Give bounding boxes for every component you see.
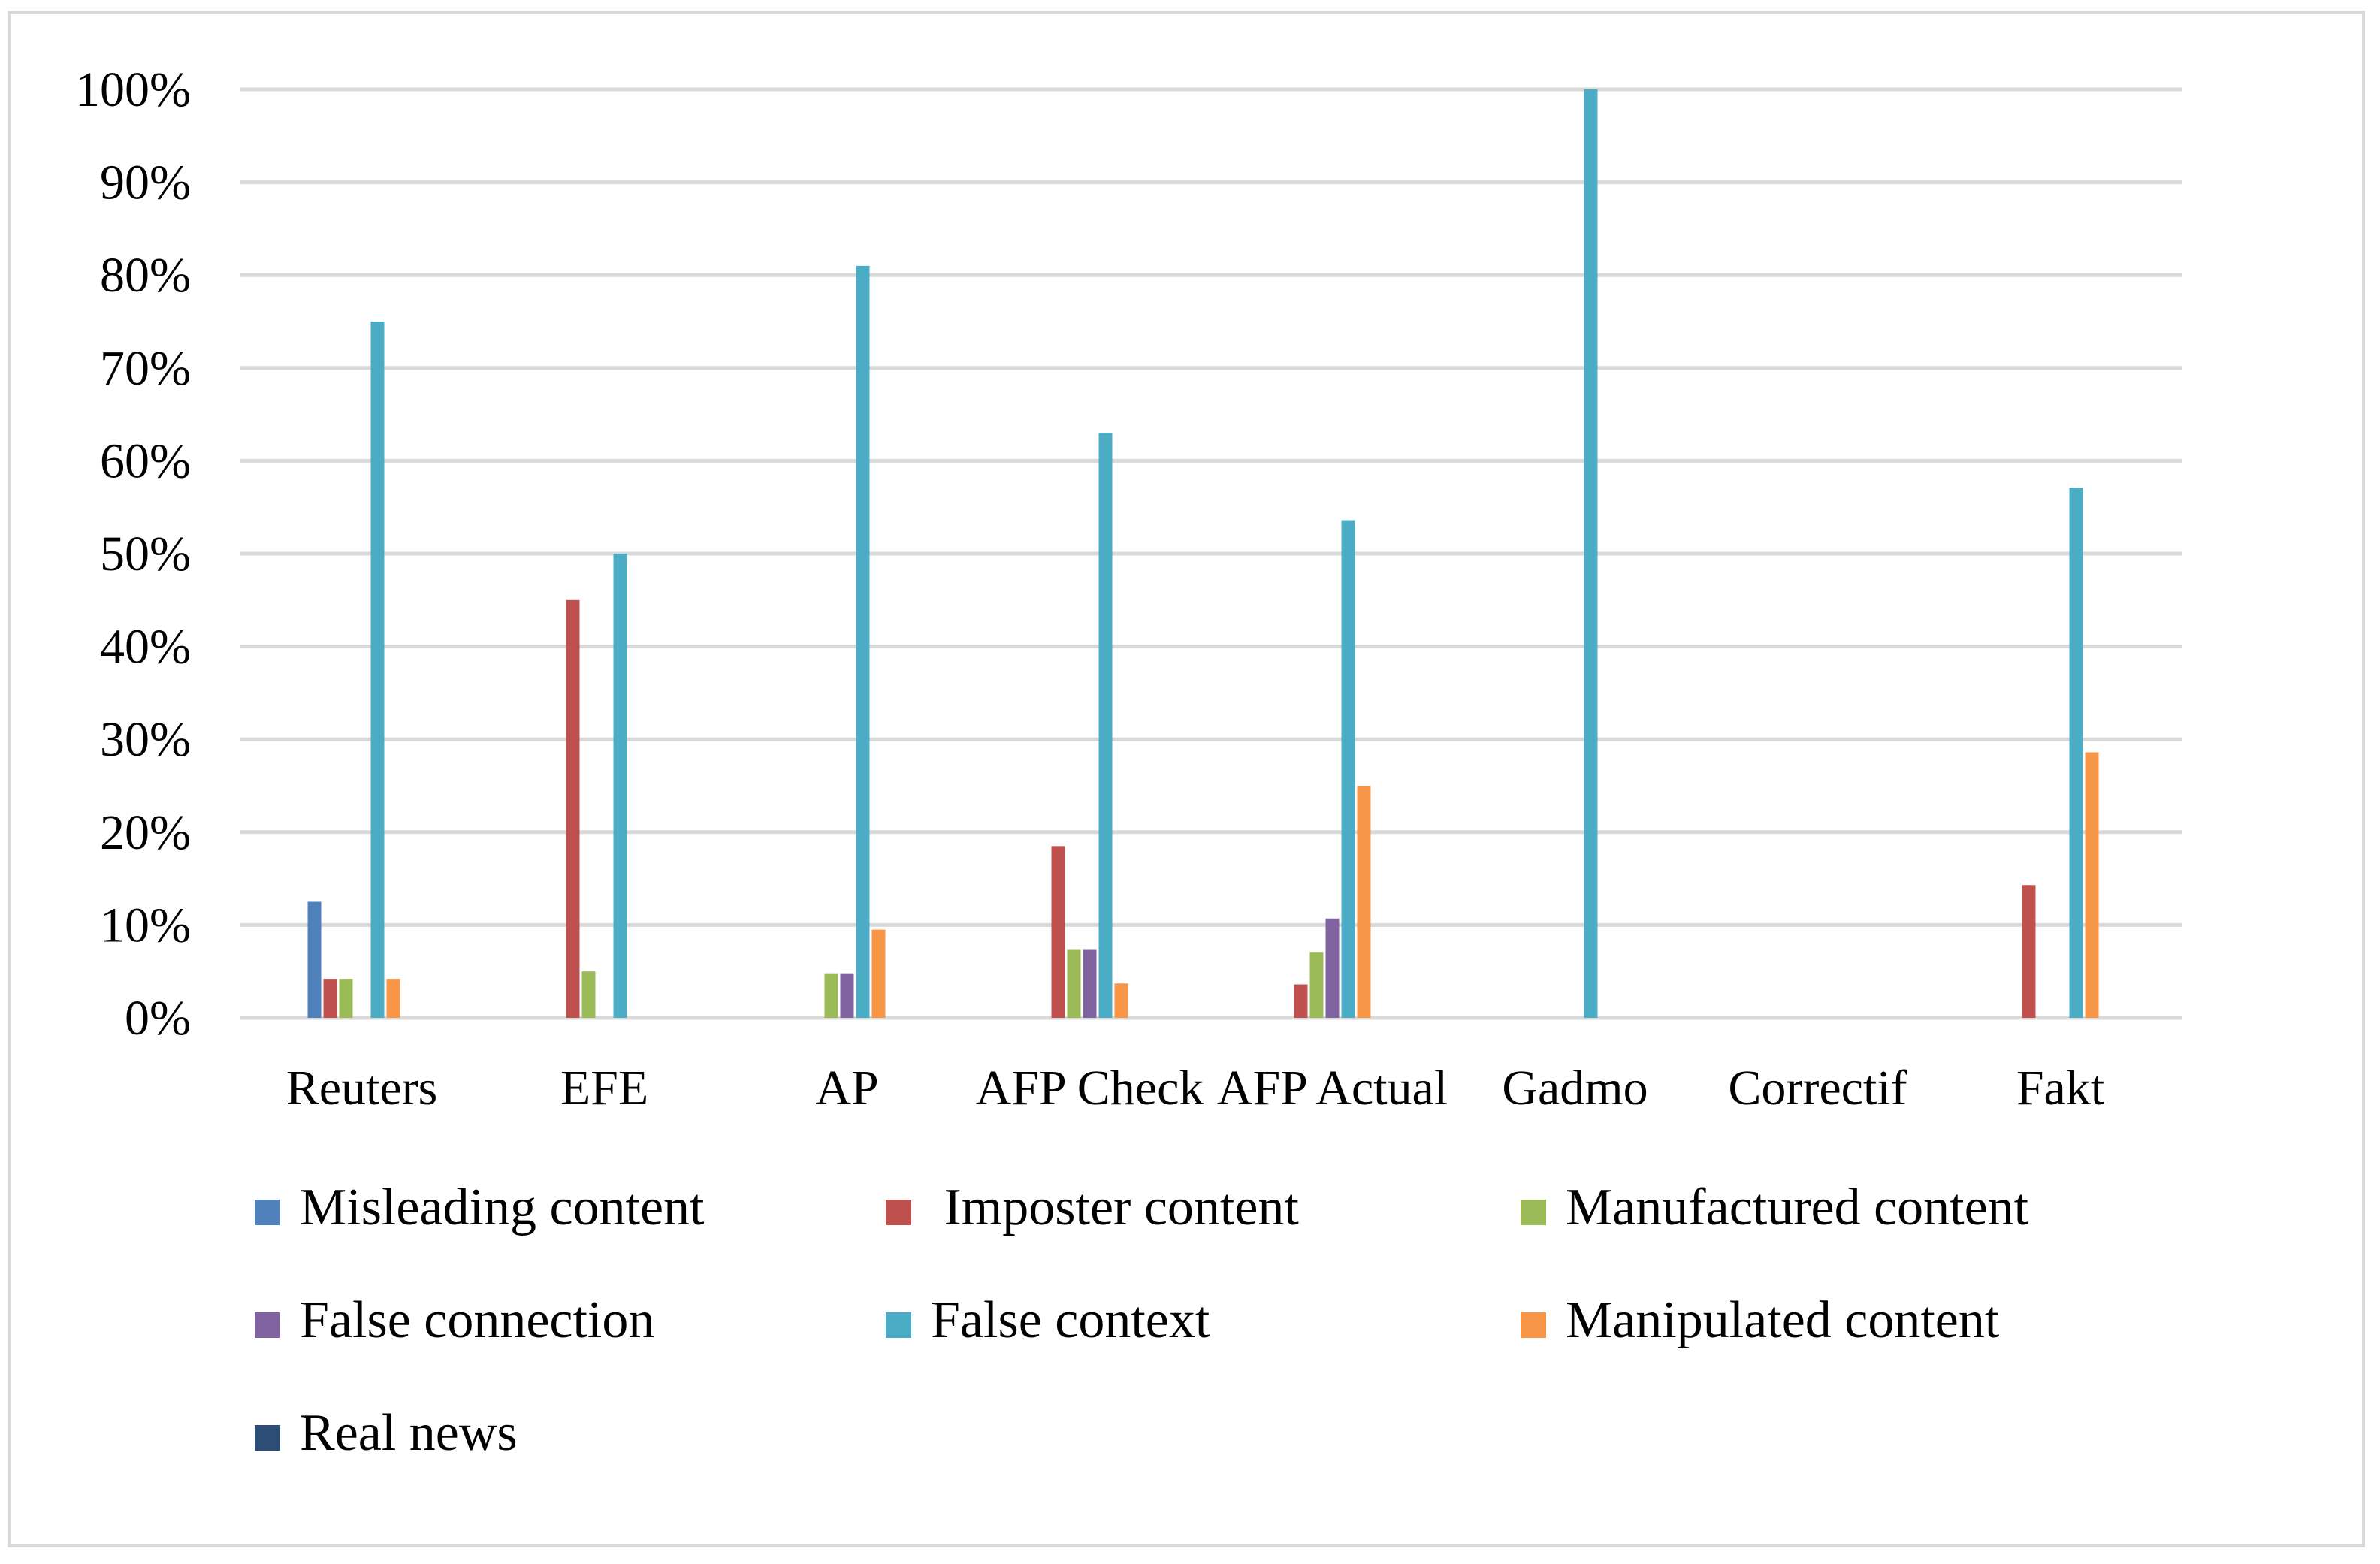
bar: [2085, 752, 2099, 1018]
bar: [1294, 984, 1308, 1018]
x-tick-label: EFE: [560, 1061, 648, 1116]
y-tick-label: 50%: [100, 527, 191, 581]
bar: [1325, 918, 1340, 1018]
x-tick-label: AP: [815, 1061, 878, 1116]
x-tick-label: AFP Check: [976, 1061, 1204, 1116]
gridlines: [240, 87, 2182, 1020]
bar: [1357, 786, 1371, 1018]
x-tick-label: Reuters: [286, 1061, 438, 1116]
x-tick-label: Correctif: [1728, 1061, 1907, 1116]
bar: [323, 979, 337, 1018]
y-tick-label: 100%: [75, 62, 191, 117]
bar: [1114, 983, 1128, 1018]
x-axis-category-labels: Reuters EFE AP AFP Check AFP Actual Gadmo Corr…: [286, 1061, 2104, 1116]
y-tick-label: 30%: [100, 712, 191, 767]
bars: [307, 89, 2099, 1019]
legend-label: False connection: [300, 1291, 654, 1349]
x-tick-label: Gadmo: [1502, 1061, 1648, 1116]
bar: [1309, 952, 1324, 1018]
bar: [2022, 885, 2036, 1018]
chart-frame: 0% 10% 20% 30% 40% 50% 60% 70% 80% 90% 100% Reuter…: [8, 11, 2365, 1547]
legend-label: Manipulated content: [1566, 1291, 2000, 1349]
bar: [824, 973, 838, 1018]
legend-swatch: [255, 1312, 280, 1338]
bar: [1584, 89, 1598, 1018]
bar: [1067, 949, 1081, 1018]
y-tick-label: 20%: [100, 805, 191, 860]
bar: [581, 971, 596, 1018]
bar: [840, 973, 854, 1018]
y-tick-label: 10%: [100, 898, 191, 953]
bar: [1083, 949, 1097, 1018]
bar: [339, 979, 353, 1018]
bar: [613, 554, 627, 1018]
bar: [1051, 846, 1065, 1018]
bar: [856, 265, 870, 1019]
legend-label: Imposter content: [931, 1179, 1299, 1236]
bar: [386, 979, 400, 1018]
x-tick-label: Fakt: [2016, 1061, 2104, 1116]
legend-swatch: [886, 1200, 911, 1225]
legend-label: Manufactured content: [1566, 1179, 2029, 1236]
y-tick-label: 90%: [100, 155, 191, 210]
legend-swatch: [1521, 1312, 1546, 1338]
legend-swatch: [1521, 1200, 1546, 1225]
bar: [566, 599, 580, 1018]
bar: [871, 929, 886, 1018]
y-tick-label: 80%: [100, 248, 191, 303]
y-tick-label: 0%: [125, 991, 191, 1046]
bar: [2069, 488, 2083, 1018]
legend-swatch: [255, 1425, 280, 1451]
legend: Misleading content Imposter content Manuf…: [255, 1179, 2029, 1462]
legend-label: Real news: [300, 1404, 518, 1462]
legend-label: False context: [931, 1291, 1210, 1349]
legend-swatch: [255, 1200, 280, 1225]
y-axis-tick-labels: 0% 10% 20% 30% 40% 50% 60% 70% 80% 90% 100%: [75, 62, 191, 1046]
bar: [1341, 520, 1355, 1018]
grouped-bar-chart: 0% 10% 20% 30% 40% 50% 60% 70% 80% 90% 100% Reuter…: [75, 62, 2182, 1462]
x-tick-label: AFP Actual: [1217, 1061, 1448, 1116]
y-tick-label: 60%: [100, 433, 191, 488]
y-tick-label: 70%: [100, 341, 191, 396]
bar: [307, 901, 322, 1018]
bar: [370, 322, 385, 1018]
y-tick-label: 40%: [100, 620, 191, 675]
legend-label: Misleading content: [300, 1179, 705, 1236]
bar: [1098, 433, 1113, 1018]
legend-swatch: [886, 1312, 911, 1338]
